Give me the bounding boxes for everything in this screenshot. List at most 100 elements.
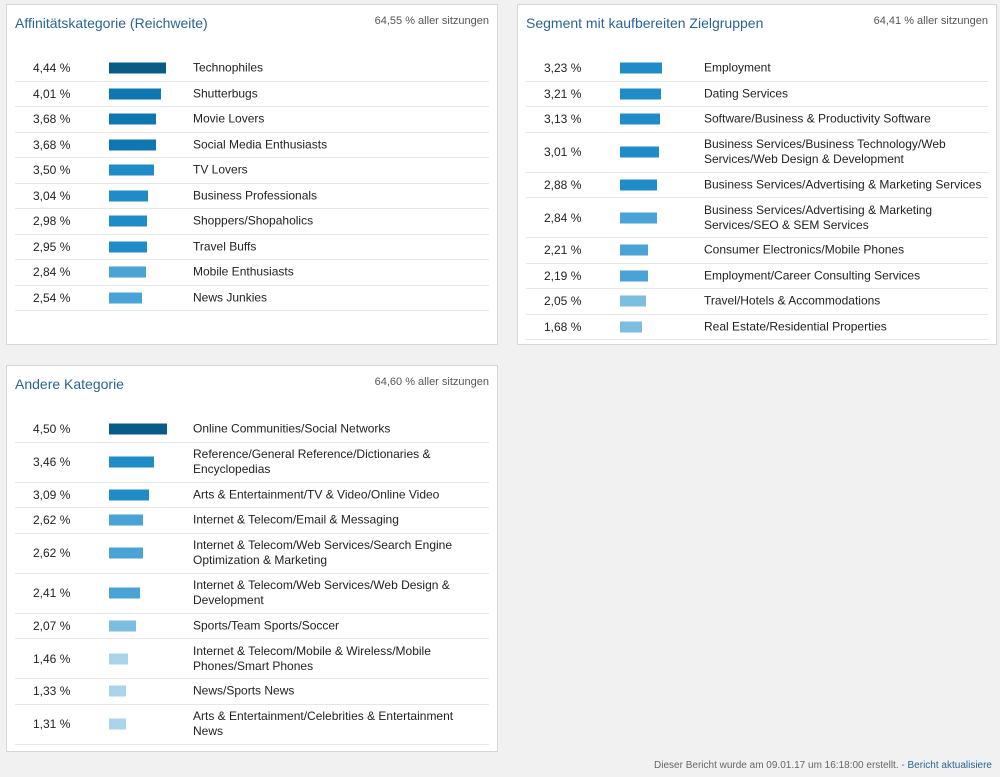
row-bar bbox=[109, 514, 143, 526]
table-row: 2,84 % Business Services/Advertising & Ma… bbox=[526, 198, 988, 238]
panel-subtitle: 64,41 % aller sitzungen bbox=[873, 15, 988, 27]
row-percent: 3,21 % bbox=[544, 86, 582, 101]
row-bar bbox=[620, 62, 662, 74]
row-label: Consumer Electronics/Mobile Phones bbox=[704, 242, 905, 257]
row-percent: 1,68 % bbox=[544, 319, 582, 334]
table-row: 2,98 % Shoppers/Shopaholics bbox=[15, 209, 489, 235]
row-percent: 3,09 % bbox=[33, 487, 71, 502]
row-bar bbox=[620, 212, 657, 223]
panel-title: Segment mit kaufbereiten Zielgruppen bbox=[526, 15, 764, 31]
row-label: Sports/Team Sports/Soccer bbox=[193, 618, 340, 633]
panel-title: Affinitätskategorie (Reichweite) bbox=[15, 15, 208, 31]
table-row: 3,21 % Dating Services bbox=[526, 82, 988, 107]
row-label: Technophiles bbox=[193, 60, 264, 75]
row-percent: 4,44 % bbox=[33, 61, 71, 76]
panel-subtitle: 64,55 % aller sitzungen bbox=[374, 15, 489, 27]
row-bar bbox=[620, 270, 648, 282]
table-row: 3,68 % Social Media Enthusiasts bbox=[15, 133, 489, 158]
row-label: News/Sports News bbox=[193, 683, 295, 698]
row-bar bbox=[620, 295, 646, 307]
row-percent: 3,23 % bbox=[544, 61, 582, 76]
panel-in-market: Segment mit kaufbereiten Zielgruppen 64,… bbox=[517, 4, 997, 345]
refresh-report-link[interactable]: Bericht aktualisiere bbox=[907, 760, 992, 771]
table-row: 4,50 % Online Communities/Social Networks bbox=[15, 417, 489, 443]
table-row: 2,62 % Internet & Telecom/Email & Messagi… bbox=[15, 508, 489, 534]
row-label: Reference/General Reference/Dictionaries… bbox=[193, 447, 431, 476]
table-row: 2,07 % Sports/Team Sports/Soccer bbox=[15, 614, 489, 639]
table-row: 3,50 % TV Lovers bbox=[15, 158, 489, 184]
row-label: Internet & Telecom/Email & Messaging bbox=[193, 512, 399, 527]
row-label: Online Communities/Social Networks bbox=[193, 421, 391, 436]
row-label: Employment bbox=[704, 60, 771, 75]
row-bar bbox=[109, 62, 166, 74]
row-percent: 1,33 % bbox=[33, 684, 71, 699]
row-percent: 3,01 % bbox=[544, 145, 582, 159]
row-label: News Junkies bbox=[193, 290, 268, 305]
row-bar bbox=[109, 685, 126, 697]
row-list: 4,44 % Technophiles 4,01 % Shutterbugs 3,68 … bbox=[15, 56, 489, 311]
row-percent: 2,98 % bbox=[33, 214, 71, 229]
row-bar bbox=[109, 489, 149, 501]
table-row: 2,62 % Internet & Telecom/Web Services/Se… bbox=[15, 534, 489, 574]
row-label: Arts & Entertainment/Celebrities & Enter… bbox=[193, 709, 454, 738]
row-label: Travel/Hotels & Accommodations bbox=[704, 293, 881, 308]
row-label: Business Services/Advertising & Marketin… bbox=[704, 202, 933, 232]
row-bar bbox=[620, 244, 648, 256]
table-row: 2,84 % Mobile Enthusiasts bbox=[15, 260, 489, 286]
table-row: 3,09 % Arts & Entertainment/TV & Video/On… bbox=[15, 483, 489, 508]
row-bar bbox=[109, 190, 148, 202]
table-row: 3,46 % Reference/General Reference/Dictio… bbox=[15, 443, 489, 483]
row-percent: 2,41 % bbox=[33, 586, 71, 600]
row-percent: 2,84 % bbox=[544, 210, 582, 225]
row-label: Dating Services bbox=[704, 86, 789, 101]
row-percent: 2,07 % bbox=[33, 618, 71, 633]
row-percent: 3,46 % bbox=[33, 455, 71, 469]
row-percent: 2,54 % bbox=[33, 290, 71, 305]
table-row: 2,05 % Travel/Hotels & Accommodations bbox=[526, 289, 988, 315]
row-percent: 3,13 % bbox=[544, 112, 582, 127]
row-label: Travel Buffs bbox=[193, 239, 257, 254]
row-bar bbox=[109, 139, 156, 151]
table-row: 3,01 % Business Services/Business Technol… bbox=[526, 133, 988, 173]
row-label: Movie Lovers bbox=[193, 111, 265, 126]
row-percent: 2,62 % bbox=[33, 513, 71, 528]
panel-subtitle: 64,60 % aller sitzungen bbox=[374, 376, 489, 388]
panel-title: Andere Kategorie bbox=[15, 376, 124, 392]
row-label: Internet & Telecom/Web Services/Search E… bbox=[193, 538, 453, 567]
row-percent: 2,95 % bbox=[33, 239, 71, 254]
table-row: 3,23 % Employment bbox=[526, 56, 988, 82]
table-row: 4,01 % Shutterbugs bbox=[15, 82, 489, 107]
row-percent: 4,50 % bbox=[33, 422, 71, 437]
row-label: Social Media Enthusiasts bbox=[193, 137, 328, 152]
row-label: Internet & Telecom/Mobile & Wireless/Mob… bbox=[193, 643, 431, 673]
report-footer: Dieser Bericht wurde am 09.01.17 um 16:1… bbox=[654, 760, 992, 771]
row-bar bbox=[109, 292, 142, 304]
row-percent: 3,68 % bbox=[33, 137, 71, 152]
table-row: 3,68 % Movie Lovers bbox=[15, 107, 489, 133]
row-bar bbox=[109, 718, 126, 730]
row-bar bbox=[109, 266, 146, 278]
row-label: Shutterbugs bbox=[193, 86, 258, 101]
table-row: 2,88 % Business Services/Advertising & Ma… bbox=[526, 173, 988, 198]
table-row: 3,13 % Software/Business & Productivity S… bbox=[526, 107, 988, 133]
row-bar bbox=[109, 456, 154, 468]
row-percent: 1,46 % bbox=[33, 651, 71, 666]
row-percent: 4,01 % bbox=[33, 86, 71, 101]
table-row: 2,41 % Internet & Telecom/Web Services/We… bbox=[15, 574, 489, 614]
table-row: 4,44 % Technophiles bbox=[15, 56, 489, 82]
row-label: Shoppers/Shopaholics bbox=[193, 213, 314, 228]
row-bar bbox=[620, 88, 661, 100]
row-percent: 2,84 % bbox=[33, 265, 71, 280]
row-bar bbox=[109, 215, 147, 227]
footer-text: Dieser Bericht wurde am 09.01.17 um 16:1… bbox=[654, 760, 908, 771]
row-bar bbox=[109, 620, 136, 632]
panel-affinity: Affinitätskategorie (Reichweite) 64,55 %… bbox=[6, 4, 498, 345]
row-bar bbox=[109, 113, 156, 125]
row-bar bbox=[620, 146, 659, 158]
row-list: 3,23 % Employment 3,21 % Dating Services 3,1… bbox=[526, 56, 988, 340]
table-row: 2,54 % News Junkies bbox=[15, 286, 489, 311]
row-bar bbox=[109, 241, 147, 253]
row-label: Real Estate/Residential Properties bbox=[704, 319, 887, 334]
row-bar bbox=[109, 423, 167, 435]
row-label: Mobile Enthusiasts bbox=[193, 264, 294, 279]
